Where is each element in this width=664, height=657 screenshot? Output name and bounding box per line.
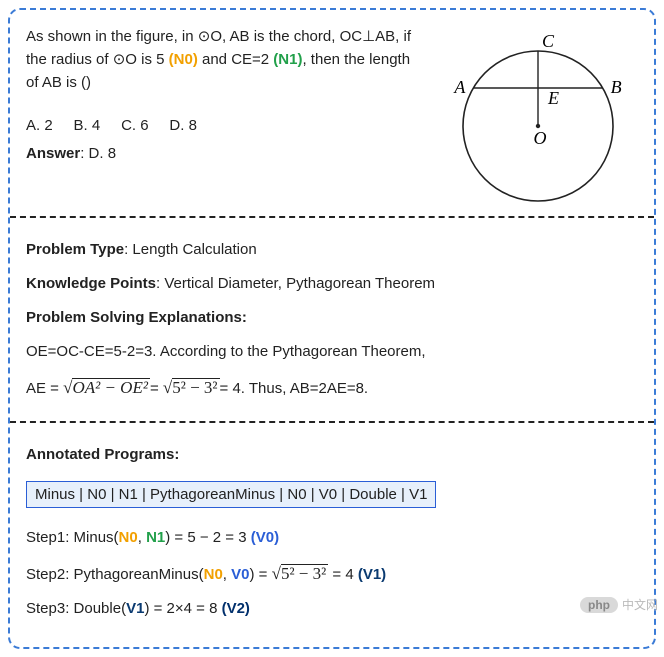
step1-line: Step1: Minus(N0, N1) = 5 − 2 = 3 (V0) bbox=[26, 526, 638, 550]
choice-a: A. 2 bbox=[26, 117, 53, 134]
perp-symbol: ⊥ bbox=[362, 28, 375, 45]
geometry-figure: A B C EO bbox=[438, 26, 638, 206]
svg-text:B: B bbox=[611, 77, 622, 97]
section-programs: Annotated Programs: Minus | N0 | N1 | Py… bbox=[10, 421, 654, 647]
kp-value: : Vertical Diameter, Pythagorean Theorem bbox=[156, 275, 435, 292]
marker-n0: (N0) bbox=[169, 51, 198, 68]
radical-1: √ bbox=[63, 378, 72, 397]
s2-b: V0 bbox=[231, 566, 249, 583]
radical-2: √ bbox=[163, 378, 172, 397]
prob-t1: As shown in the figure, in bbox=[26, 28, 198, 45]
choice-c: C. 6 bbox=[121, 117, 149, 134]
s1-mid: ) = 5 − 2 = 3 bbox=[165, 529, 250, 546]
watermark-pill: php bbox=[580, 597, 618, 613]
ptype-label: Problem Type bbox=[26, 241, 124, 258]
svg-text:E: E bbox=[547, 88, 559, 108]
answer-label: Answer bbox=[26, 145, 80, 162]
ae-line: AE = √OA² − OE²= √5² − 3²= 4. Thus, AB=2… bbox=[26, 374, 638, 401]
section-explanation: Problem Type: Length Calculation Knowled… bbox=[10, 216, 654, 421]
s1-res: (V0) bbox=[251, 529, 279, 546]
s2-res: (V1) bbox=[358, 566, 386, 583]
ae-eq1: = bbox=[150, 380, 163, 397]
prob-t4: O is 5 bbox=[125, 51, 168, 68]
sqrt2-inner: 5² − 3² bbox=[172, 378, 219, 396]
s2-mid: ) = bbox=[250, 566, 272, 583]
radical-3: √ bbox=[272, 564, 281, 583]
watermark: php 中文网 bbox=[580, 596, 658, 613]
program-box: Minus | N0 | N1 | PythagoreanMinus | N0 … bbox=[26, 481, 436, 508]
s3-lead: Step3: Double( bbox=[26, 600, 126, 617]
expl-label: Problem Solving Explanations: bbox=[26, 306, 638, 330]
marker-n1: (N1) bbox=[273, 51, 302, 68]
choice-d: D. 8 bbox=[169, 117, 197, 134]
s3-res: (V2) bbox=[222, 600, 250, 617]
svg-text:C: C bbox=[542, 31, 555, 51]
oe-line: OE=OC-CE=5-2=3. According to the Pythago… bbox=[26, 340, 638, 364]
step2-line: Step2: PythagoreanMinus(N0, V0) = √5² − … bbox=[26, 560, 638, 587]
section-problem: As shown in the figure, in ⊙O, AB is the… bbox=[10, 10, 654, 216]
s1-lead: Step1: Minus( bbox=[26, 529, 119, 546]
problem-text: As shown in the figure, in ⊙O, AB is the… bbox=[26, 26, 420, 206]
ptype-value: : Length Calculation bbox=[124, 241, 257, 258]
sqrt1-inner: OA² − OE² bbox=[72, 378, 150, 396]
watermark-text: 中文网 bbox=[622, 598, 658, 612]
answer-value: : D. 8 bbox=[80, 145, 116, 162]
circled-dot-1: ⊙ bbox=[198, 29, 211, 45]
s2-sep: , bbox=[223, 566, 231, 583]
kp-label: Knowledge Points bbox=[26, 275, 156, 292]
s2-sqrt-inner: 5² − 3² bbox=[281, 564, 328, 582]
ae-pre: AE = bbox=[26, 380, 63, 397]
s2-lead: Step2: PythagoreanMinus( bbox=[26, 566, 204, 583]
prob-t5: and CE=2 bbox=[198, 51, 273, 68]
choice-b: B. 4 bbox=[74, 117, 101, 134]
circled-dot-2: ⊙ bbox=[113, 52, 126, 68]
s3-a: V1 bbox=[126, 600, 144, 617]
svg-text:O: O bbox=[534, 128, 547, 148]
programs-label: Annotated Programs bbox=[26, 446, 174, 463]
answer-row: Answer: D. 8 bbox=[26, 143, 420, 165]
s1-a: N0 bbox=[119, 529, 138, 546]
s1-b: N1 bbox=[146, 529, 165, 546]
svg-text:A: A bbox=[453, 77, 466, 97]
s3-mid: ) = 2×4 = 8 bbox=[144, 600, 221, 617]
circle-diagram-svg: A B C EO bbox=[438, 26, 638, 206]
ae-eq2: = 4. Thus, AB=2AE=8. bbox=[220, 380, 369, 397]
s1-sep: , bbox=[138, 529, 146, 546]
choices-row: A. 2 B. 4 C. 6 D. 8 bbox=[26, 115, 420, 137]
s2-tail: = 4 bbox=[328, 566, 358, 583]
problem-card: As shown in the figure, in ⊙O, AB is the… bbox=[8, 8, 656, 649]
step3-line: Step3: Double(V1) = 2×4 = 8 (V2) bbox=[26, 597, 638, 621]
s2-a: N0 bbox=[204, 566, 223, 583]
prob-t2: O, AB is the chord, OC bbox=[210, 28, 362, 45]
